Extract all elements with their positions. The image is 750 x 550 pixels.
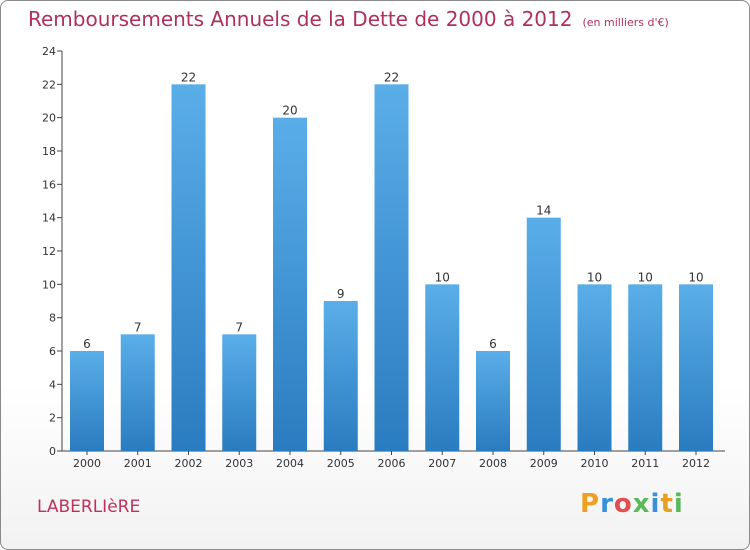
y-tick-label: 14 [42, 212, 56, 225]
data-label: 22 [384, 70, 399, 84]
x-tick-label: 2011 [631, 457, 659, 470]
data-label: 9 [337, 287, 345, 301]
bar [374, 84, 409, 451]
bar [222, 334, 257, 451]
chart-title: Remboursements Annuels de la Dette de 20… [28, 7, 669, 31]
data-label: 22 [181, 70, 196, 84]
y-tick-label: 10 [42, 278, 56, 291]
proxiti-logo: Proxiti [580, 489, 684, 519]
bar [679, 284, 713, 451]
data-label: 10 [435, 270, 450, 284]
data-label: 6 [83, 337, 91, 351]
bar [273, 117, 307, 452]
y-tick-label: 16 [42, 178, 56, 191]
x-tick-label: 2001 [124, 457, 152, 470]
location-name: LABERLIèRE [37, 497, 141, 517]
x-tick-label: 2004 [276, 457, 304, 470]
y-tick-label: 2 [49, 412, 56, 425]
x-tick-label: 2003 [225, 457, 253, 470]
y-tick-label: 8 [49, 312, 56, 325]
data-label: 7 [235, 320, 243, 334]
data-label: 10 [688, 270, 703, 284]
data-label: 6 [489, 337, 497, 351]
logo-letter: o [613, 489, 633, 519]
y-tick-label: 4 [49, 378, 56, 391]
y-tick-label: 20 [42, 112, 56, 125]
data-label: 20 [282, 104, 297, 118]
bar [628, 284, 663, 451]
bar [171, 84, 206, 451]
data-label: 10 [638, 270, 653, 284]
data-label: 7 [134, 320, 142, 334]
bar [577, 284, 612, 451]
bar [120, 334, 155, 451]
x-tick-label: 2008 [479, 457, 507, 470]
logo-letter: i [673, 489, 684, 519]
logo-letter: P [580, 489, 601, 519]
chart-subtitle: (en milliers d'€) [582, 16, 669, 29]
bar [425, 284, 460, 451]
x-tick-label: 2009 [530, 457, 558, 470]
y-tick-label: 12 [42, 245, 56, 258]
bar [526, 217, 561, 451]
x-tick-label: 2002 [175, 457, 203, 470]
logo-letter: x [632, 489, 651, 519]
chart-title-text: Remboursements Annuels de la Dette de 20… [28, 7, 573, 31]
x-tick-label: 2012 [682, 457, 710, 470]
logo-letter: r [600, 489, 614, 519]
logo-letter: i [650, 489, 661, 519]
bar [70, 351, 104, 451]
y-tick-label: 18 [42, 145, 56, 158]
bar [323, 301, 358, 451]
logo-letter: t [660, 489, 674, 519]
x-tick-label: 2000 [73, 457, 101, 470]
data-label: 14 [536, 204, 551, 218]
y-tick-label: 24 [42, 45, 56, 58]
x-tick-label: 2007 [428, 457, 456, 470]
x-tick-label: 2005 [327, 457, 355, 470]
x-tick-label: 2006 [378, 457, 406, 470]
y-tick-label: 6 [49, 345, 56, 358]
y-tick-label: 0 [49, 445, 56, 458]
data-label: 10 [587, 270, 602, 284]
y-tick-label: 22 [42, 78, 56, 91]
x-tick-label: 2010 [581, 457, 609, 470]
bar [476, 351, 510, 451]
